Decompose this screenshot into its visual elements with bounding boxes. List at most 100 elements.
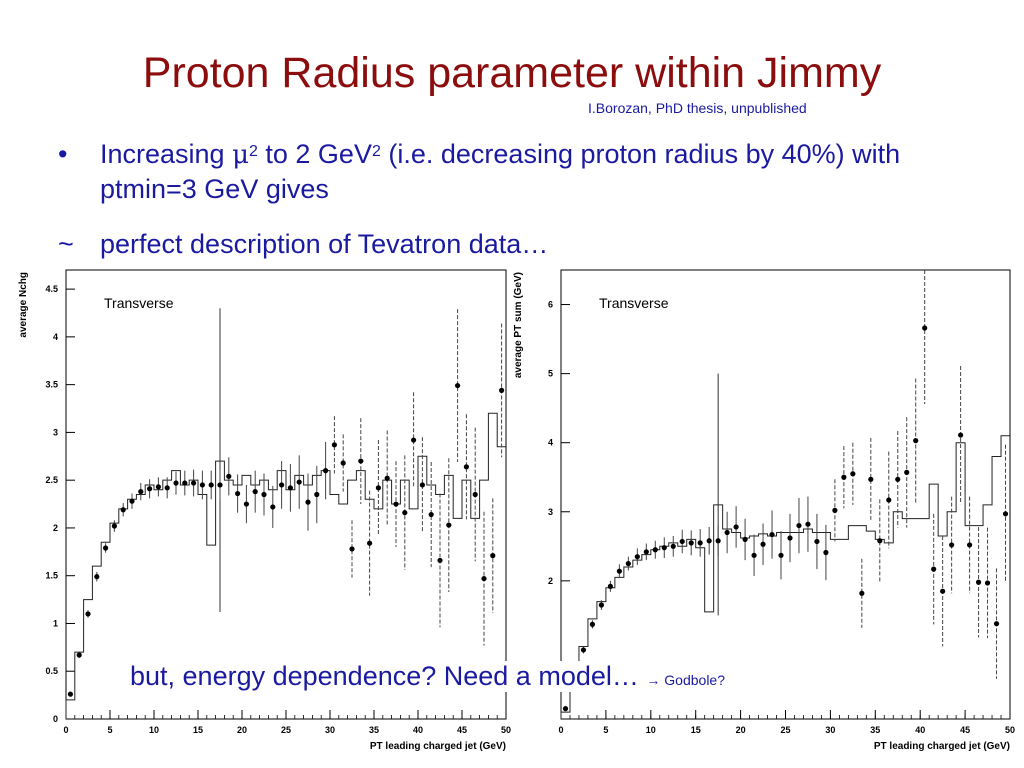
data-point bbox=[895, 476, 901, 482]
data-point bbox=[103, 545, 109, 551]
data-point bbox=[472, 491, 478, 498]
plot-frame bbox=[560, 269, 1011, 720]
data-point bbox=[607, 583, 613, 589]
y-tick-label: 2.5 bbox=[45, 475, 58, 485]
data-point bbox=[841, 474, 847, 480]
bullet-1: • Increasing μ2 to 2 GeV2 (i.e. decreasin… bbox=[58, 137, 968, 206]
data-point bbox=[670, 543, 676, 549]
data-point bbox=[463, 464, 469, 470]
bullet-1-part-b: to 2 GeV bbox=[257, 139, 372, 169]
x-tick-label: 40 bbox=[915, 725, 925, 735]
y-tick-label: 0.5 bbox=[45, 666, 58, 676]
data-point bbox=[191, 480, 197, 486]
x-axis-label: PT leading charged jet (GeV) bbox=[874, 741, 1010, 752]
bullet-2: ~ perfect description of Tevatron data… bbox=[58, 227, 548, 261]
data-point bbox=[697, 540, 703, 546]
data-point bbox=[314, 491, 320, 498]
data-point bbox=[625, 560, 631, 567]
data-point bbox=[85, 611, 91, 617]
data-point bbox=[393, 501, 399, 507]
data-point bbox=[949, 542, 955, 548]
data-point bbox=[589, 621, 596, 627]
data-point bbox=[850, 471, 856, 477]
data-point bbox=[411, 437, 417, 443]
data-point bbox=[787, 535, 793, 541]
data-point bbox=[402, 510, 408, 516]
data-point bbox=[67, 691, 73, 697]
data-point bbox=[832, 507, 838, 513]
x-tick-label: 50 bbox=[1005, 725, 1015, 735]
data-point bbox=[679, 538, 685, 545]
x-tick-label: 50 bbox=[501, 725, 511, 735]
model-histogram bbox=[560, 435, 1010, 719]
y-axis-label: average Nchg bbox=[18, 272, 29, 338]
y-tick-label: 4 bbox=[548, 438, 553, 448]
data-point bbox=[688, 540, 694, 546]
data-point bbox=[490, 553, 496, 559]
data-point bbox=[437, 557, 443, 564]
data-point bbox=[724, 529, 730, 536]
x-tick-label: 20 bbox=[736, 725, 746, 735]
data-point bbox=[270, 504, 276, 510]
godbole-link-text: → Godbole? bbox=[646, 672, 725, 688]
data-point bbox=[796, 522, 802, 529]
data-point bbox=[261, 491, 267, 498]
data-point bbox=[769, 531, 775, 538]
data-point bbox=[661, 545, 667, 551]
mu-symbol: μ bbox=[232, 140, 249, 170]
data-point bbox=[138, 489, 144, 495]
data-point bbox=[446, 522, 452, 528]
data-point bbox=[155, 484, 161, 490]
bullet-1-part-c: (i.e. decreasing proton radius by 40%) w… bbox=[100, 139, 901, 204]
tilde-marker: ~ bbox=[58, 229, 74, 259]
credit-note: I.Borozan, PhD thesis, unpublished bbox=[588, 100, 807, 116]
x-tick-label: 10 bbox=[646, 725, 656, 735]
y-tick-label: 3 bbox=[53, 427, 58, 437]
data-point bbox=[760, 541, 766, 547]
y-tick-label: 3.5 bbox=[45, 380, 58, 390]
x-tick-label: 10 bbox=[149, 725, 159, 735]
data-point bbox=[958, 432, 964, 438]
data-point bbox=[499, 387, 505, 393]
region-annotation: Transverse bbox=[104, 295, 174, 311]
data-point bbox=[120, 507, 126, 513]
data-point bbox=[966, 542, 973, 548]
data-point bbox=[940, 588, 946, 594]
x-tick-label: 30 bbox=[825, 725, 835, 735]
data-point bbox=[742, 536, 748, 542]
data-point bbox=[652, 547, 658, 553]
data-point bbox=[616, 568, 622, 574]
data-point bbox=[358, 458, 364, 464]
y-tick-label: 2 bbox=[548, 576, 553, 586]
x-tick-label: 45 bbox=[457, 725, 467, 735]
data-point bbox=[279, 482, 285, 488]
data-point bbox=[428, 511, 434, 518]
y-tick-label: 0 bbox=[53, 714, 58, 724]
data-point bbox=[94, 574, 100, 580]
footer-main-text: but, energy dependence? Need a model… bbox=[130, 661, 639, 691]
data-point bbox=[182, 480, 188, 486]
data-point bbox=[706, 538, 712, 544]
y-tick-label: 4 bbox=[53, 332, 58, 342]
footer-question: but, energy dependence? Need a model… → … bbox=[128, 661, 727, 692]
x-tick-label: 40 bbox=[413, 725, 423, 735]
data-point bbox=[904, 469, 910, 475]
data-point bbox=[922, 325, 928, 331]
x-tick-label: 5 bbox=[603, 725, 608, 735]
x-tick-label: 0 bbox=[558, 725, 563, 735]
y-tick-label: 1 bbox=[53, 618, 58, 628]
data-point bbox=[199, 482, 205, 488]
data-point bbox=[349, 546, 355, 552]
y-tick-label: 3 bbox=[548, 507, 553, 517]
data-point bbox=[634, 554, 640, 560]
y-tick-label: 2 bbox=[53, 523, 58, 533]
data-point bbox=[375, 485, 381, 491]
bullet-2-text: perfect description of Tevatron data… bbox=[100, 229, 549, 259]
data-point bbox=[886, 497, 892, 503]
data-point bbox=[598, 602, 605, 608]
data-point bbox=[217, 482, 223, 488]
x-tick-label: 15 bbox=[193, 725, 203, 735]
slide-title: Proton Radius parameter within Jimmy bbox=[142, 49, 882, 97]
x-tick-label: 30 bbox=[325, 725, 335, 735]
